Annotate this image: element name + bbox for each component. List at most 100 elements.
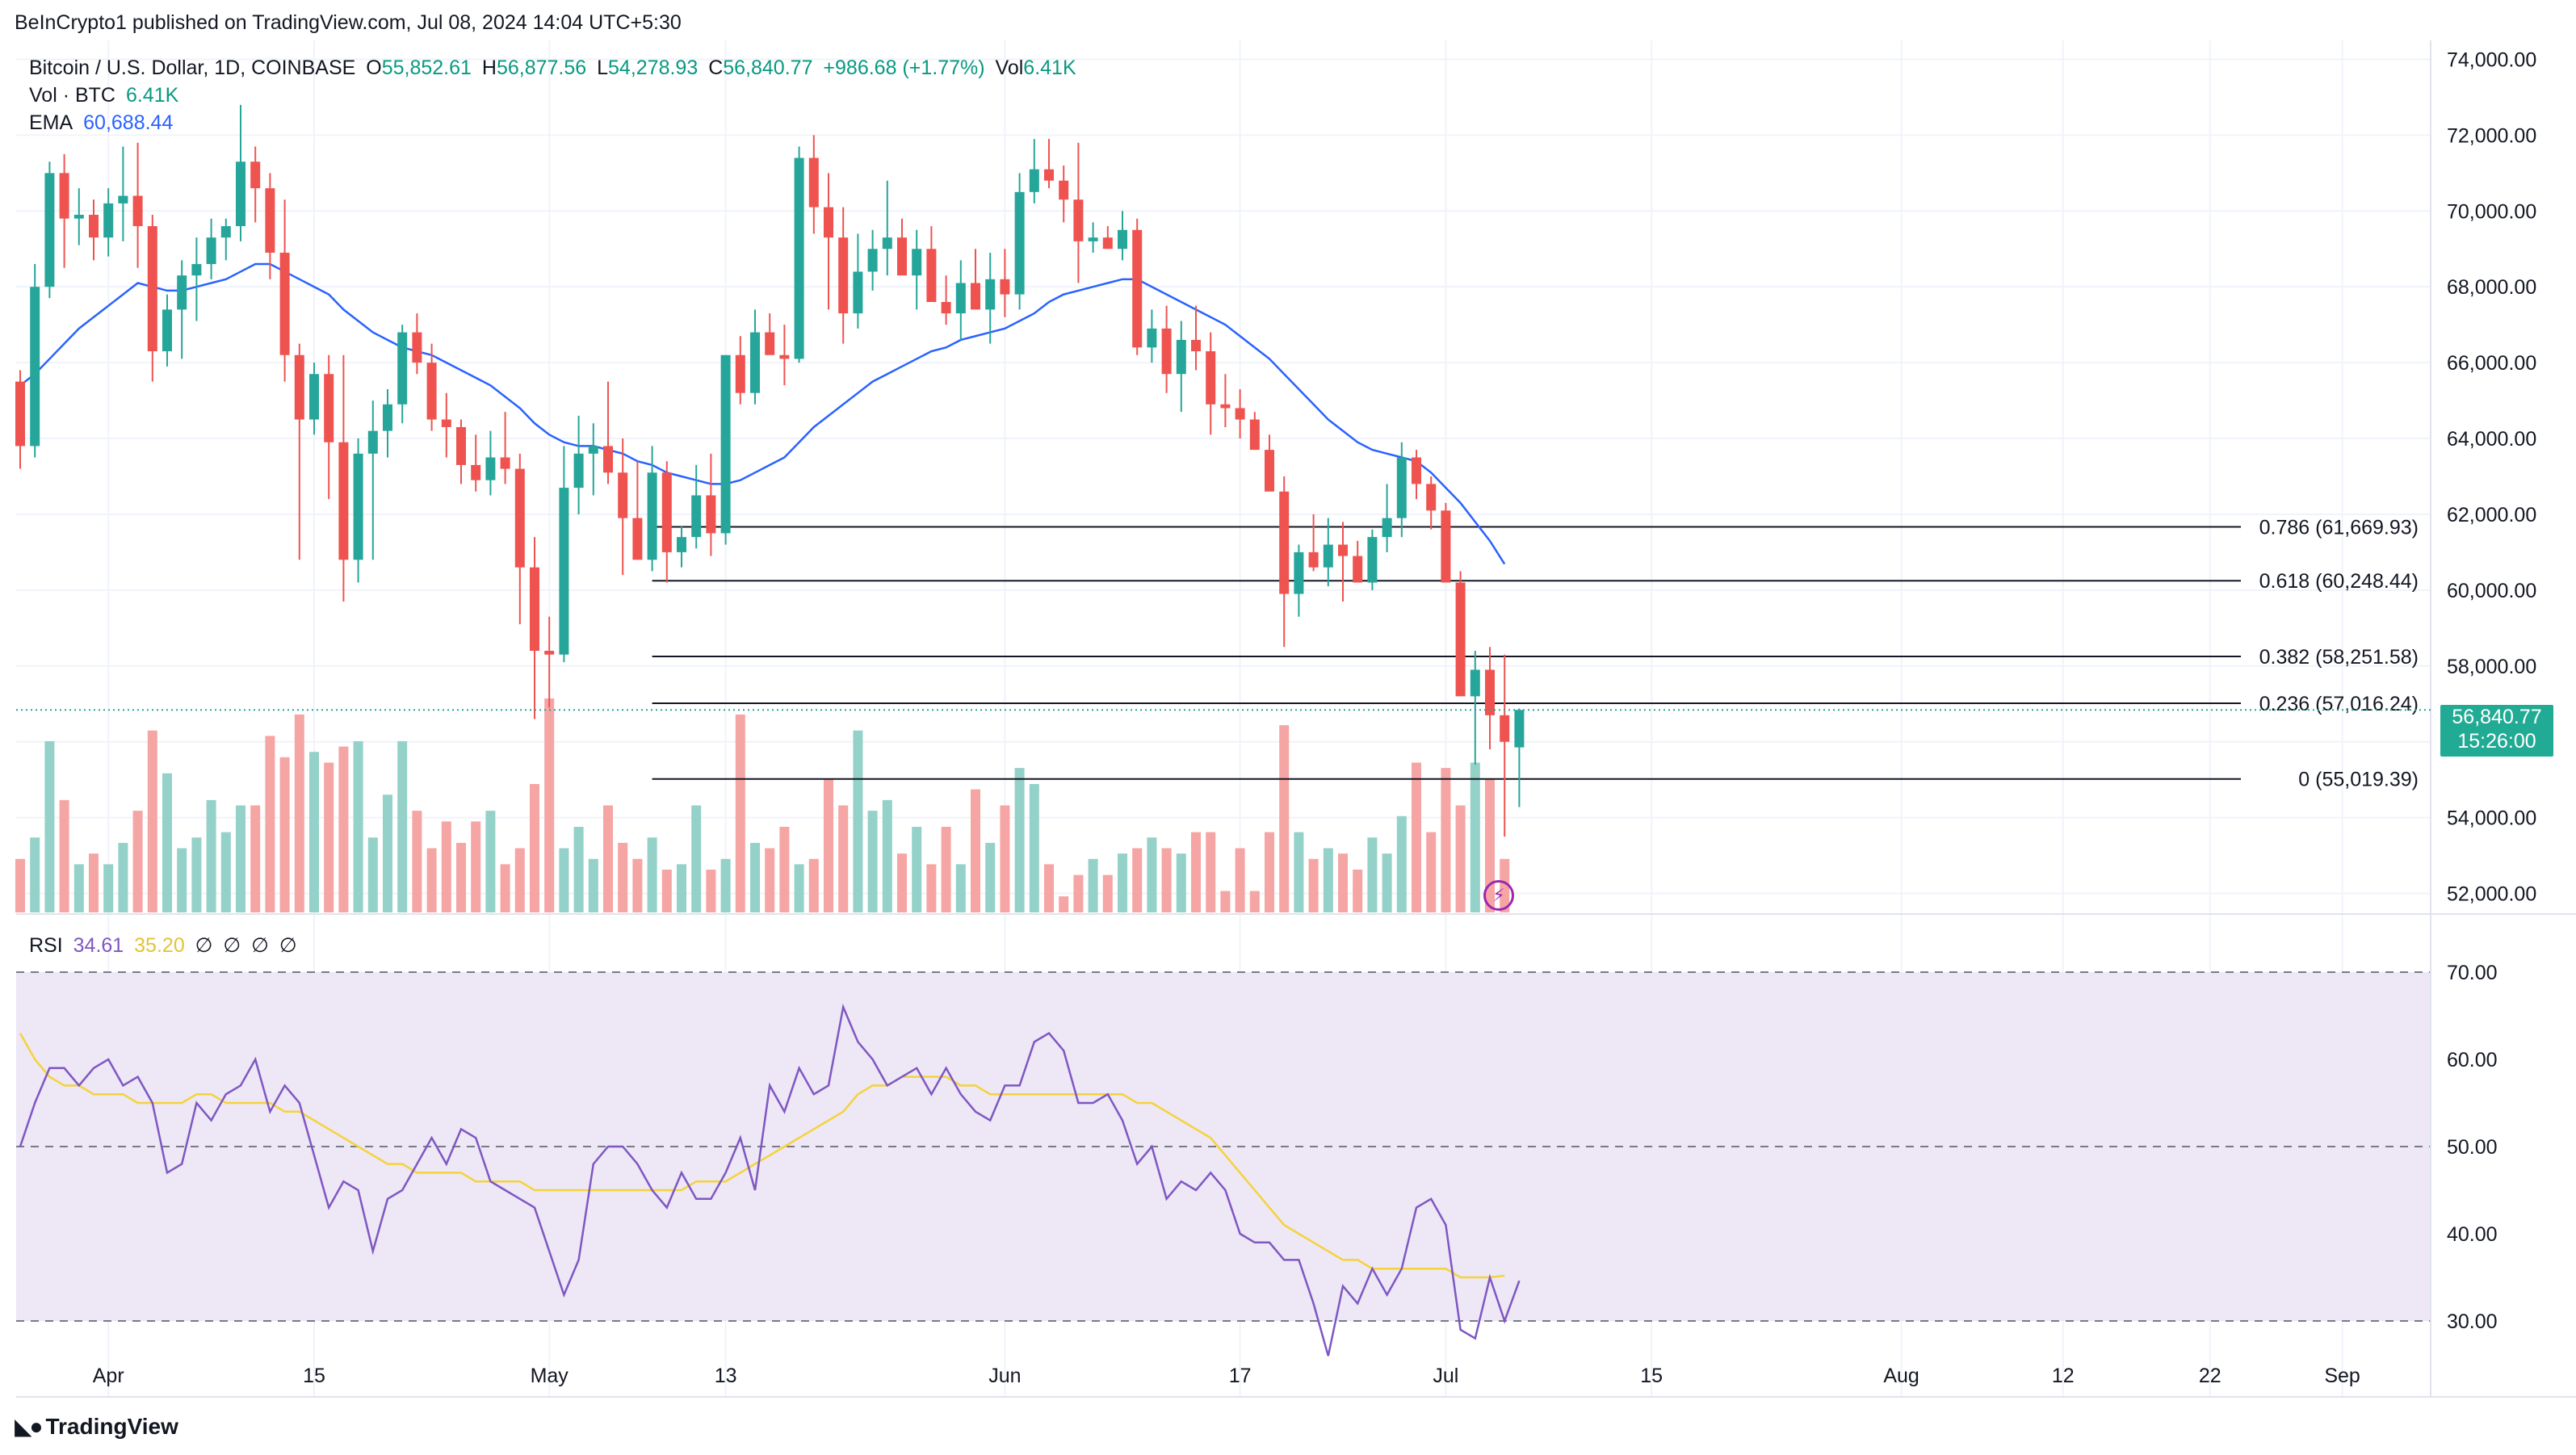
price-tick-label: 68,000.00 <box>2447 276 2536 299</box>
candle-body <box>89 215 99 238</box>
symbol-legend[interactable]: Bitcoin / U.S. Dollar, 1D, COINBASE O55,… <box>29 57 1076 79</box>
candle-body <box>838 237 849 314</box>
candle-body <box>1412 457 1421 484</box>
volume-bar <box>926 864 937 912</box>
time-tick-label: Jul <box>1433 1365 1458 1387</box>
candle-body <box>1308 551 1319 568</box>
candle-body <box>765 332 775 355</box>
rsi-na-2: ∅ <box>223 934 241 957</box>
candle-body <box>397 332 408 405</box>
tradingview-logo[interactable]: ◣● TradingView <box>15 1413 178 1440</box>
candle-body <box>808 157 819 208</box>
volume-bar <box>1426 832 1437 912</box>
publisher-header: BeInCrypto1 published on TradingView.com… <box>15 11 682 34</box>
candle-body <box>1353 556 1363 583</box>
volume-bar <box>265 736 275 912</box>
rsi-value: 34.61 <box>73 934 124 957</box>
rsi-tick-label: 50.00 <box>2447 1136 2498 1159</box>
rsi-legend[interactable]: RSI 34.61 35.20 ∅ ∅ ∅ ∅ <box>29 933 302 958</box>
rsi-label: RSI <box>29 934 63 957</box>
candle-body <box>220 226 231 238</box>
volume-bar <box>955 864 966 912</box>
price-tick-label: 64,000.00 <box>2447 428 2536 451</box>
vol-btc-label: Vol · BTC <box>29 84 115 107</box>
fib-level-label: 0.786 (61,669.93) <box>2259 516 2419 539</box>
candle-body <box>412 332 422 363</box>
price-tick-label: 52,000.00 <box>2447 883 2536 906</box>
candle-body <box>1367 537 1378 583</box>
volume-bar <box>338 746 349 912</box>
volume-bar <box>485 811 496 912</box>
volume-bar <box>324 762 334 912</box>
candle-body <box>691 495 702 538</box>
candle-body <box>1014 191 1025 295</box>
volume-bar <box>1294 832 1304 912</box>
candle-body <box>1485 669 1495 715</box>
volume-bar <box>720 858 731 912</box>
candle-body <box>1265 450 1274 492</box>
candle-body <box>867 249 878 272</box>
candle-body <box>618 472 628 518</box>
volume-bar <box>1029 784 1039 912</box>
candle-body <box>941 302 951 314</box>
fibonacci-retracement[interactable]: 0.786 (61,669.93) 0.618 (60,248.44) 0.382 … <box>652 516 2419 791</box>
volume-bar <box>1235 848 1245 912</box>
open-value: 55,852.61 <box>381 57 472 79</box>
volume-bar <box>30 837 40 912</box>
volume-bar <box>530 784 539 912</box>
rsi-line <box>19 1003 1521 1356</box>
candle-body <box>603 446 613 473</box>
symbol-name[interactable]: Bitcoin / U.S. Dollar, 1D, COINBASE <box>29 57 356 79</box>
volume-bar <box>397 741 408 912</box>
rsi-tick-label: 40.00 <box>2447 1223 2498 1246</box>
volume-legend[interactable]: Vol · BTC 6.41K <box>29 84 183 107</box>
volume-bar <box>1382 853 1392 912</box>
volume-bar <box>661 870 672 912</box>
candle-body <box>955 283 966 314</box>
volume-bar <box>1455 805 1466 912</box>
candle-body <box>750 332 760 393</box>
ema-legend[interactable]: EMA 60,688.44 <box>29 111 178 135</box>
time-tick-label: 17 <box>1229 1365 1252 1387</box>
candle-body <box>824 207 833 238</box>
volume-bar <box>44 741 55 912</box>
candle-body <box>544 651 555 655</box>
high-value: 56,877.56 <box>496 57 587 79</box>
candlesticks[interactable] <box>15 104 1525 837</box>
candle-body <box>59 173 69 219</box>
volume-bar <box>441 821 451 912</box>
candle-body <box>1176 339 1186 375</box>
candle-body <box>1102 237 1113 249</box>
lightning-icon[interactable]: ⚡ <box>1483 880 1514 911</box>
ema-polyline <box>19 262 1506 565</box>
candle-body <box>735 354 745 393</box>
volume-bar <box>294 714 304 912</box>
candle-body <box>177 275 187 310</box>
volume-bar <box>1147 837 1157 912</box>
rsi-na-3: ∅ <box>251 934 269 957</box>
candle-body <box>456 426 466 465</box>
volume-bar <box>500 864 510 912</box>
volume-bar <box>573 827 584 912</box>
candle-body <box>485 457 496 480</box>
candle-body <box>971 283 980 310</box>
close-value: 56,840.77 <box>723 57 813 79</box>
rsi-pane[interactable]: 70.00 60.00 50.00 40.00 30.00 <box>16 962 2498 1356</box>
volume-bar <box>191 837 202 912</box>
candle-body <box>118 195 128 203</box>
candle-body <box>367 430 378 454</box>
time-tick-label: 13 <box>715 1365 737 1387</box>
volume-bar <box>838 805 849 912</box>
volume-bar <box>897 853 907 912</box>
volume-bar <box>985 842 996 912</box>
volume-bar <box>1161 848 1172 912</box>
time-tick-label: 15 <box>1640 1365 1663 1387</box>
candle-body <box>15 381 25 447</box>
candle-body <box>441 419 451 427</box>
candle-body <box>294 354 304 420</box>
candle-body <box>383 404 392 431</box>
candle-body <box>191 264 202 276</box>
candle-body <box>912 249 922 276</box>
volume-bar <box>1441 768 1451 912</box>
